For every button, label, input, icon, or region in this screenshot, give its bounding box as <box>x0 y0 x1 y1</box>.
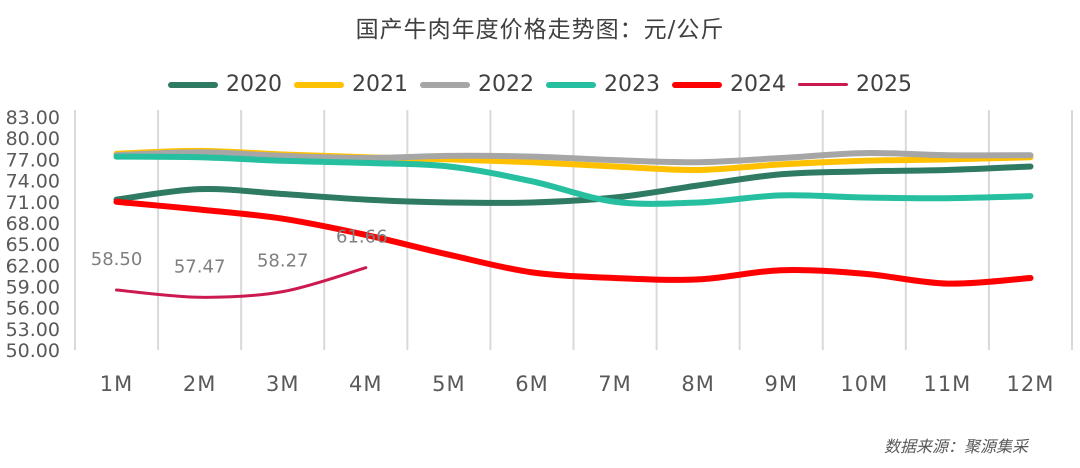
legend-swatch <box>420 81 470 88</box>
chart-title: 国产牛肉年度价格走势图：元/公斤 <box>355 17 725 43</box>
y-tick-label: 53.00 <box>6 319 60 341</box>
x-tick-label: 10M <box>840 372 888 396</box>
y-tick-label: 59.00 <box>6 276 60 298</box>
y-tick-label: 62.00 <box>6 255 60 277</box>
data-label: 58.27 <box>257 251 309 272</box>
data-label: 57.47 <box>174 256 226 277</box>
legend-swatch <box>168 81 218 88</box>
legend-label: 2020 <box>226 72 282 97</box>
legend-label: 2022 <box>478 72 534 97</box>
legend-label: 2024 <box>730 72 786 97</box>
legend-item-2020: 2020 <box>168 72 282 97</box>
x-tick-label: 12M <box>1007 372 1055 396</box>
x-tick-label: 7M <box>598 372 631 396</box>
legend-item-2024: 2024 <box>672 72 786 97</box>
y-tick-label: 71.00 <box>6 192 60 214</box>
data-label: 58.50 <box>91 249 143 270</box>
legend-item-2023: 2023 <box>546 72 660 97</box>
y-tick-label: 77.00 <box>6 149 60 171</box>
x-tick-label: 8M <box>681 372 714 396</box>
y-tick-label: 80.00 <box>6 128 60 150</box>
series-line-2024 <box>113 198 1034 287</box>
legend-swatch <box>798 83 848 86</box>
x-tick-label: 6M <box>515 372 548 396</box>
x-tick-label: 4M <box>349 372 382 396</box>
legend-swatch <box>294 81 344 88</box>
y-tick-label: 50.00 <box>6 340 60 362</box>
y-tick-label: 68.00 <box>6 213 60 235</box>
legend-item-2025: 2025 <box>798 72 912 97</box>
legend-label: 2025 <box>856 72 912 97</box>
legend-swatch <box>672 81 722 88</box>
legend-swatch <box>546 81 596 88</box>
series-line-2025 <box>115 266 368 299</box>
x-tick-label: 3M <box>266 372 299 396</box>
y-tick-label: 83.00 <box>6 107 60 129</box>
x-tick-label: 1M <box>100 372 133 396</box>
series-line-2022 <box>113 149 1034 166</box>
x-tick-label: 2M <box>183 372 216 396</box>
x-tick-label: 5M <box>432 372 465 396</box>
y-tick-label: 56.00 <box>6 298 60 320</box>
source-note: 数据来源：聚源集采 <box>883 437 1028 456</box>
y-tick-label: 65.00 <box>6 234 60 256</box>
legend-item-2022: 2022 <box>420 72 534 97</box>
x-tick-label: 11M <box>923 372 971 396</box>
x-tick-label: 9M <box>764 372 797 396</box>
legend-item-2021: 2021 <box>294 72 408 97</box>
legend-label: 2021 <box>352 72 408 97</box>
data-label: 61.66 <box>336 227 388 248</box>
series-line-2020 <box>113 163 1034 206</box>
chart-legend: 2020 2021 2022 2023 2024 2025 <box>0 72 1080 97</box>
y-tick-label: 74.00 <box>6 171 60 193</box>
series-line-2023 <box>113 153 1034 207</box>
legend-label: 2023 <box>604 72 660 97</box>
